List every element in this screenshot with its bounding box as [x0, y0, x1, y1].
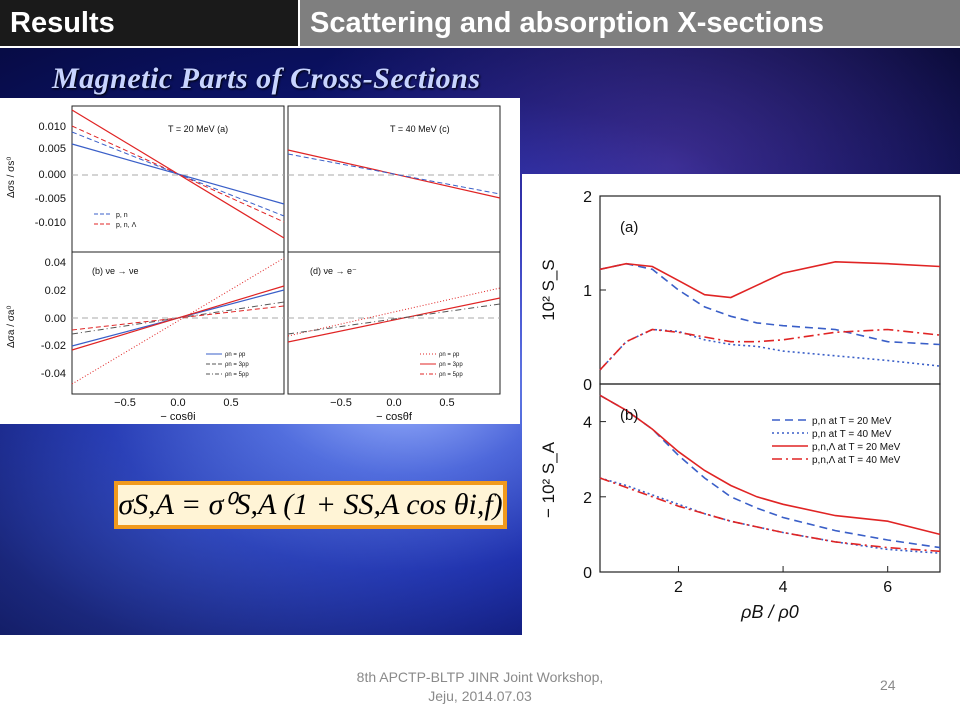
right-chart-svg: 0 1 2 0 2 4 2 4 6 (a) (b) 10² S_S − 10² S_A ρB /…: [539, 189, 941, 622]
ytick-label: -0.02: [41, 340, 66, 352]
curve-b-dotted: [71, 257, 285, 385]
xtick-label: 2: [674, 579, 683, 596]
xtick-label: 0.5: [223, 397, 238, 409]
left-xlabel-right: − cosθf: [376, 411, 413, 423]
right-chart-ticks: 0 1 2 0 2 4 2 4 6: [583, 189, 892, 596]
panel-b-label: (b) νe → νe: [92, 266, 139, 276]
section-tab: Results: [0, 0, 298, 46]
series-line-0-3: [599, 328, 941, 371]
plot-b-frame: [599, 383, 941, 573]
panel-d-frame: [287, 251, 501, 395]
footer-line-1: 8th APCTP-BLTP JINR Joint Workshop,: [356, 669, 604, 685]
legend-label: p, n, Λ: [116, 222, 137, 229]
plot-a-title: (a): [620, 219, 638, 236]
series-line-1-2: [599, 394, 941, 536]
legend-label: ρn = 3ρp: [439, 362, 463, 368]
legend-label: ρn = ρp: [439, 352, 460, 358]
ytick-label: 2: [583, 189, 592, 206]
left-ylabel-top: Δσs / σs⁰: [6, 157, 17, 198]
legend-label: p,n,Λ at T = 20 MeV: [812, 442, 901, 453]
right-chart-series: [599, 260, 941, 554]
legend-label: p,n at T = 20 MeV: [812, 416, 892, 427]
series-line-1-3: [599, 477, 941, 553]
ytick-label: 0.02: [45, 285, 66, 297]
ytick-label: -0.04: [41, 368, 66, 380]
panel-d-label: (d) νe → e⁻: [310, 266, 357, 276]
series-line-1-1: [599, 477, 941, 554]
legend-top: p, n p, n, Λ: [94, 212, 137, 229]
xtick-label: 0.5: [439, 397, 454, 409]
curve-d-dashdot: [287, 303, 501, 335]
right-chart: 0 1 2 0 2 4 2 4 6 (a) (b) 10² S_S − 10² S_A ρB /…: [522, 174, 960, 635]
curve-b-dashed: [71, 305, 285, 331]
xtick-label: −0.5: [114, 397, 136, 409]
title-bar: Scattering and absorption X-sections: [300, 0, 960, 46]
curve-c-dashed: [287, 153, 501, 195]
xtick-label: 0.0: [170, 397, 185, 409]
curve-a-pn-dashed: [71, 131, 285, 217]
plot-xlabel: ρB / ρ0: [740, 602, 799, 622]
xtick-label: −0.5: [330, 397, 352, 409]
ytick-label: 0.000: [38, 169, 66, 181]
xtick-label: 0.0: [386, 397, 401, 409]
ytick-label: -0.005: [35, 193, 66, 205]
ytick-label: -0.010: [35, 217, 66, 229]
curve-d-dotted: [287, 287, 501, 337]
legend-label: p,n at T = 40 MeV: [812, 429, 892, 440]
legend-bottom-b: ρn = ρp ρn = 3ρp ρn = 5ρp: [206, 352, 249, 378]
plot-b-title: (b): [620, 407, 638, 424]
left-figure: 0.010 0.005 0.000 -0.005 -0.010 0.04 0.0…: [0, 98, 520, 424]
ytick-label: 0.005: [38, 143, 66, 155]
panel-c-label: T = 40 MeV (c): [390, 124, 450, 134]
ytick-label: 0.04: [45, 257, 66, 269]
ytick-label: 0: [583, 565, 592, 582]
legend-label: ρn = 5ρp: [439, 372, 463, 378]
legend-label: ρn = 5ρp: [225, 372, 249, 378]
left-xticks: −0.5 0.0 0.5 −0.5 0.0 0.5: [114, 397, 455, 409]
ytick-label: 1: [583, 283, 592, 300]
panel-a-label: T = 20 MeV (a): [168, 124, 228, 134]
left-ylabel-bottom: Δσa / σa⁰: [6, 306, 17, 349]
plot-b-ylabel: − 10² S_A: [539, 441, 558, 518]
ytick-label: 4: [583, 415, 592, 432]
page-number: 24: [880, 677, 896, 693]
top-yticks: 0.010 0.005 0.000 -0.005 -0.010: [35, 121, 66, 229]
xtick-label: 4: [779, 579, 788, 596]
footer-line-2: Jeju, 2014.07.03: [428, 688, 532, 704]
formula-box: σS,A = σ⁰S,A (1 + SS,A cos θi,f): [114, 481, 507, 529]
section-title: Results: [10, 7, 115, 39]
legend-label: ρn = ρp: [225, 352, 246, 358]
right-chart-legend: p,n at T = 20 MeV p,n at T = 40 MeV p,n,Λ …: [772, 416, 901, 466]
legend-label: p,n,Λ at T = 40 MeV: [812, 455, 901, 466]
series-line-0-1: [599, 328, 941, 371]
slide-title: Scattering and absorption X-sections: [310, 7, 825, 39]
slide-subtitle: Magnetic Parts of Cross-Sections: [52, 62, 481, 95]
series-line-0-2: [599, 260, 941, 299]
formula: σS,A = σ⁰S,A (1 + SS,A cos θi,f): [118, 488, 503, 521]
ytick-label: 0.00: [45, 313, 66, 325]
curve-d-solid: [287, 297, 501, 343]
legend-bottom-d: ρn = ρp ρn = 3ρp ρn = 5ρp: [420, 352, 463, 378]
plot-a-ylabel: 10² S_S: [539, 259, 558, 320]
left-xlabel: − cosθi: [160, 411, 195, 423]
ytick-label: 0.010: [38, 121, 66, 133]
legend-label: p, n: [116, 212, 128, 219]
left-figure-svg: 0.010 0.005 0.000 -0.005 -0.010 0.04 0.0…: [6, 105, 501, 423]
footer: 8th APCTP-BLTP JINR Joint Workshop, Jeju…: [300, 668, 660, 706]
ytick-label: 0: [583, 377, 592, 394]
legend-label: ρn = 3ρp: [225, 362, 249, 368]
panel-b-frame: [71, 251, 285, 395]
ytick-label: 2: [583, 490, 592, 507]
plot-a-frame: [599, 195, 941, 385]
bottom-yticks: 0.04 0.02 0.00 -0.02 -0.04: [41, 257, 66, 380]
xtick-label: 6: [883, 579, 892, 596]
series-line-0-0: [599, 262, 941, 346]
